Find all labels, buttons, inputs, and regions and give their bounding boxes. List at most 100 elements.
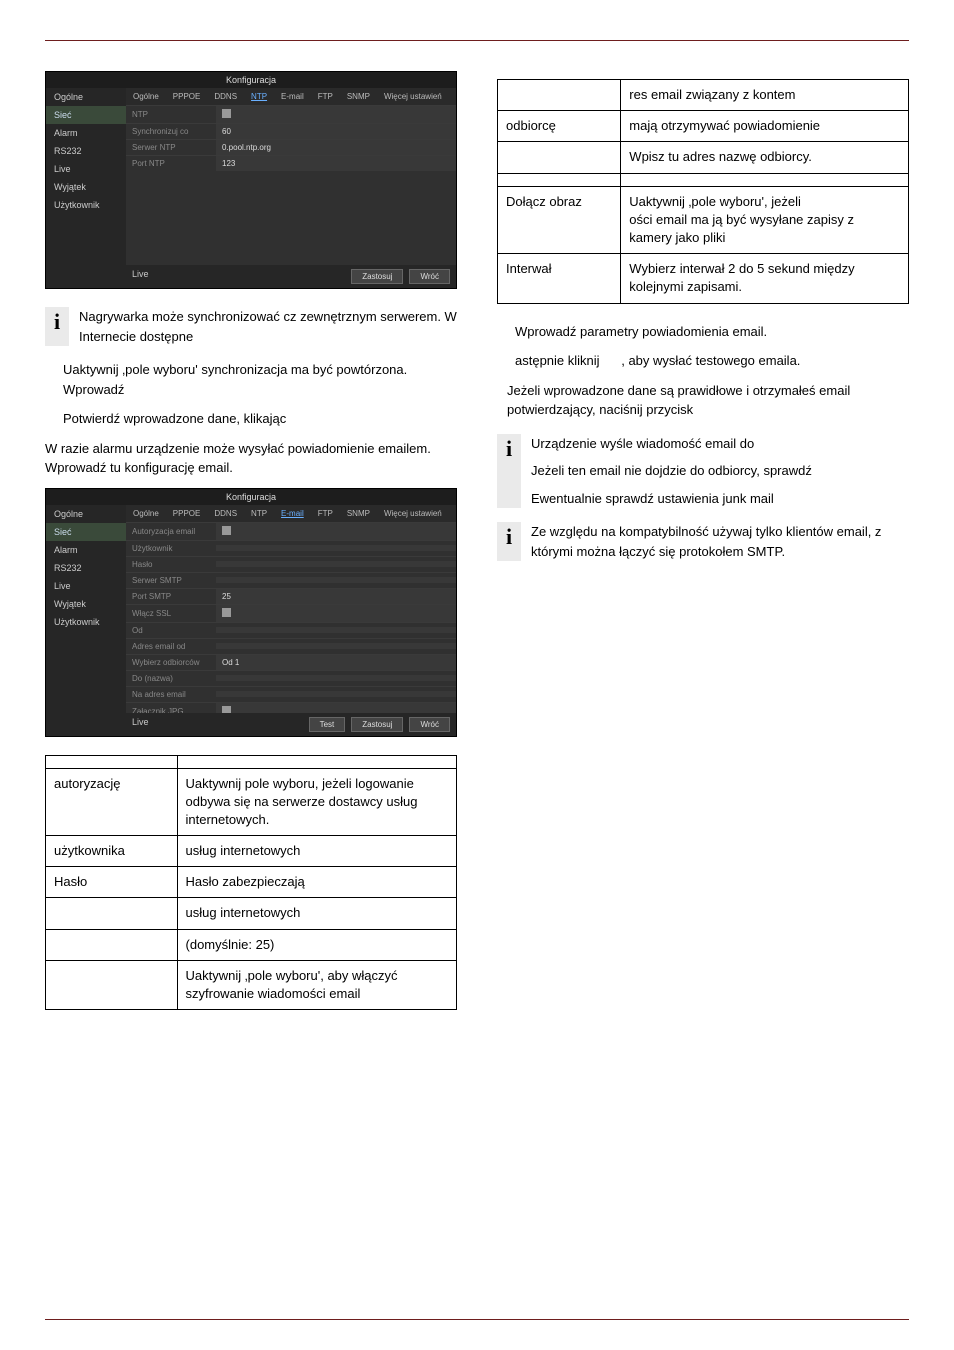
sidebar-item[interactable]: Live: [46, 160, 126, 178]
row-value[interactable]: 25: [216, 589, 456, 604]
text: , aby wysłać testowego emaila.: [621, 353, 800, 368]
row-value[interactable]: [216, 577, 456, 583]
back-button[interactable]: Wróć: [409, 717, 450, 732]
row-label: Wybierz odbiorców: [126, 655, 216, 670]
row-value[interactable]: 60: [216, 124, 456, 139]
row-label: Serwer NTP: [126, 140, 216, 155]
tab[interactable]: SNMP: [340, 505, 377, 522]
sidebar-item[interactable]: RS232: [46, 142, 126, 160]
cfg-tabs: Ogólne PPPOE DDNS NTP E-mail FTP SNMP Wi…: [126, 505, 456, 522]
row-value[interactable]: [216, 691, 456, 697]
cell: Wpisz tu adres nazwę odbiorcy.: [621, 142, 909, 173]
cfg-sidebar: Ogólne Sieć Alarm RS232 Live Wyjątek Uży…: [46, 88, 126, 288]
sidebar-item[interactable]: Sieć: [46, 523, 126, 541]
desc-table-left: autoryzacjęUaktywnij pole wyboru, jeżeli…: [45, 755, 457, 1011]
sidebar-item[interactable]: Live: [46, 577, 126, 595]
desc-table-right: res email związany z kontem odbiorcęmają…: [497, 79, 909, 304]
row-value[interactable]: 0.pool.ntp.org: [216, 140, 456, 155]
sidebar-item[interactable]: Alarm: [46, 124, 126, 142]
row-value[interactable]: [216, 675, 456, 681]
row-label: Do (nazwa): [126, 671, 216, 686]
info-text: Ze względu na kompatybilność używaj tylk…: [531, 522, 909, 561]
tab[interactable]: DDNS: [207, 505, 244, 522]
cell: usług internetowych: [177, 898, 456, 929]
info-block: i Urządzenie wyśle wiadomość email do Je…: [497, 434, 909, 509]
sidebar-item[interactable]: Sieć: [46, 106, 126, 124]
cell: odbiorcę: [498, 111, 621, 142]
row-value[interactable]: [216, 605, 456, 622]
sidebar-item[interactable]: Użytkownik: [46, 196, 126, 214]
cell: Wybierz interwał 2 do 5 sekund między ko…: [621, 254, 909, 303]
info-text: Ewentualnie sprawdź ustawienia junk mail: [531, 489, 909, 509]
cell: Uaktywnij pole wyboru, jeżeli logowanie …: [177, 768, 456, 836]
row-value[interactable]: Od 1: [216, 655, 456, 670]
row-value[interactable]: 123: [216, 156, 456, 171]
tab[interactable]: SNMP: [340, 88, 377, 105]
cell: [498, 173, 621, 186]
tab[interactable]: FTP: [311, 88, 340, 105]
row-label: Port NTP: [126, 156, 216, 171]
cell: [498, 142, 621, 173]
cell: Dołącz obraz: [498, 186, 621, 254]
info-text: Urządzenie wyśle wiadomość email do: [531, 434, 909, 454]
row-value[interactable]: [216, 627, 456, 633]
row-value[interactable]: [216, 643, 456, 649]
checkbox-icon[interactable]: [222, 526, 231, 535]
row-value[interactable]: [216, 523, 456, 540]
paragraph: Jeżeli wprowadzone dane są prawidłowe i …: [507, 381, 909, 420]
tab[interactable]: PPPOE: [166, 88, 208, 105]
info-block: i Nagrywarka może synchronizować cz zewn…: [45, 307, 457, 346]
row-label: Serwer SMTP: [126, 573, 216, 588]
sidebar-item[interactable]: Użytkownik: [46, 613, 126, 631]
info-icon: i: [54, 309, 60, 335]
sidebar-item[interactable]: Wyjątek: [46, 178, 126, 196]
paragraph: W razie alarmu urządzenie może wysyłać p…: [45, 439, 457, 478]
paragraph: Wprowadź parametry powiadomienia email.: [515, 322, 909, 342]
row-label: Włącz SSL: [126, 606, 216, 621]
tab[interactable]: E-mail: [274, 505, 311, 522]
cfg-title: Konfiguracja: [46, 72, 456, 88]
tab[interactable]: Więcej ustawień: [377, 88, 449, 105]
row-label: Na adres email: [126, 687, 216, 702]
row-label: Od: [126, 623, 216, 638]
cfg-tabs: Ogólne PPPOE DDNS NTP E-mail FTP SNMP Wi…: [126, 88, 456, 105]
cell: [46, 929, 178, 960]
tab[interactable]: E-mail: [274, 88, 311, 105]
checkbox-icon[interactable]: [222, 109, 231, 118]
row-label: Użytkownik: [126, 541, 216, 556]
tab[interactable]: NTP: [244, 88, 274, 105]
sidebar-item[interactable]: Alarm: [46, 541, 126, 559]
sidebar-item[interactable]: Ogólne: [46, 88, 126, 106]
cell: Hasło zabezpieczają: [177, 867, 456, 898]
cell: Uaktywnij ‚pole wyboru', aby włączyć szy…: [177, 960, 456, 1009]
tab[interactable]: Ogólne: [126, 505, 166, 522]
checkbox-icon[interactable]: [222, 608, 231, 617]
row-value[interactable]: [216, 561, 456, 567]
info-text: Jeżeli ten email nie dojdzie do odbiorcy…: [531, 461, 909, 481]
row-value[interactable]: [216, 106, 456, 123]
row-label: Hasło: [126, 557, 216, 572]
cell: autoryzację: [46, 768, 178, 836]
cell: [621, 173, 909, 186]
cell: Hasło: [46, 867, 178, 898]
cell: mają otrzymywać powiadomienie: [621, 111, 909, 142]
apply-button[interactable]: Zastosuj: [351, 269, 403, 284]
cfg-title: Konfiguracja: [46, 489, 456, 505]
paragraph: astępnie kliknij , aby wysłać testowego …: [515, 351, 909, 371]
tab[interactable]: FTP: [311, 505, 340, 522]
sidebar-item[interactable]: Wyjątek: [46, 595, 126, 613]
tab[interactable]: DDNS: [207, 88, 244, 105]
sidebar-item[interactable]: RS232: [46, 559, 126, 577]
test-button[interactable]: Test: [309, 717, 346, 732]
tab[interactable]: Ogólne: [126, 88, 166, 105]
tab[interactable]: Więcej ustawień: [377, 505, 449, 522]
sidebar-item[interactable]: Ogólne: [46, 505, 126, 523]
apply-button[interactable]: Zastosuj: [351, 717, 403, 732]
tab[interactable]: PPPOE: [166, 505, 208, 522]
tab[interactable]: NTP: [244, 505, 274, 522]
row-value[interactable]: [216, 545, 456, 551]
back-button[interactable]: Wróć: [409, 269, 450, 284]
cell: Interwał: [498, 254, 621, 303]
cell: użytkownika: [46, 836, 178, 867]
cell: (domyślnie: 25): [177, 929, 456, 960]
